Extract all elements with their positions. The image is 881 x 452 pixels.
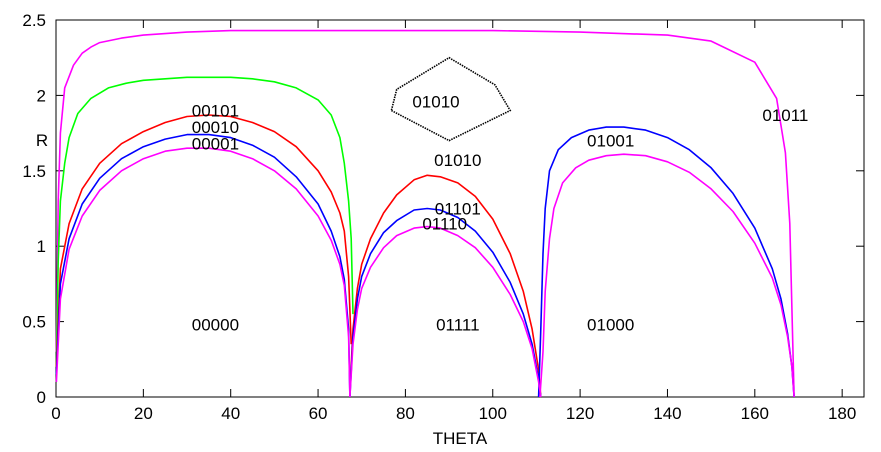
boundary-curve-10 bbox=[349, 225, 542, 398]
plot-frame bbox=[55, 19, 865, 398]
boundary-curve-9 bbox=[55, 147, 351, 398]
region-label: 00001 bbox=[192, 135, 239, 154]
boundary-curve-5 bbox=[349, 174, 542, 398]
region-label: 00000 bbox=[192, 316, 239, 335]
x-tick-label: 180 bbox=[828, 404, 856, 423]
region-label: 01110 bbox=[422, 215, 467, 234]
region-label: 01000 bbox=[587, 316, 634, 335]
x-tick-label: 40 bbox=[221, 404, 240, 423]
region-label: 01010 bbox=[412, 92, 459, 111]
y-tick-label: 0 bbox=[37, 388, 46, 407]
x-tick-label: 100 bbox=[479, 404, 507, 423]
y-tick-label: 0.5 bbox=[22, 313, 46, 332]
boundary-curve-7 bbox=[349, 207, 542, 398]
y-tick-label: 2.5 bbox=[22, 11, 46, 30]
x-tick-label: 60 bbox=[309, 404, 328, 423]
boundary-curve-4 bbox=[55, 114, 352, 367]
y-tick-label: 2 bbox=[37, 86, 46, 105]
x-tick-label: 120 bbox=[566, 404, 594, 423]
x-tick-label: 140 bbox=[653, 404, 681, 423]
boundary-curve-6 bbox=[55, 133, 351, 398]
region-label: 01111 bbox=[436, 316, 480, 335]
region-label: 00010 bbox=[192, 118, 239, 137]
boundary-curve-8 bbox=[537, 126, 795, 398]
y-axis-label: R bbox=[36, 131, 48, 150]
boundary-curve-3 bbox=[55, 76, 354, 367]
x-tick-label: 80 bbox=[396, 404, 415, 423]
region-label: 01101 bbox=[435, 200, 481, 219]
x-tick-label: 160 bbox=[741, 404, 769, 423]
x-axis-label: THETA bbox=[433, 429, 488, 448]
region-label: 01001 bbox=[587, 132, 634, 151]
inset-region-outline bbox=[390, 56, 512, 142]
region-label: 01010 bbox=[434, 151, 481, 170]
x-tick-label: 0 bbox=[51, 404, 60, 423]
y-tick-label: 1 bbox=[37, 237, 46, 256]
region-label: 01011 bbox=[762, 106, 808, 125]
boundary-curve-11 bbox=[539, 153, 795, 398]
x-tick-label: 20 bbox=[134, 404, 153, 423]
y-tick-label: 1.5 bbox=[22, 162, 46, 181]
boundary-curve-1 bbox=[55, 29, 350, 352]
boundary-curve-2 bbox=[349, 29, 795, 398]
region-label: 00101 bbox=[192, 101, 239, 120]
